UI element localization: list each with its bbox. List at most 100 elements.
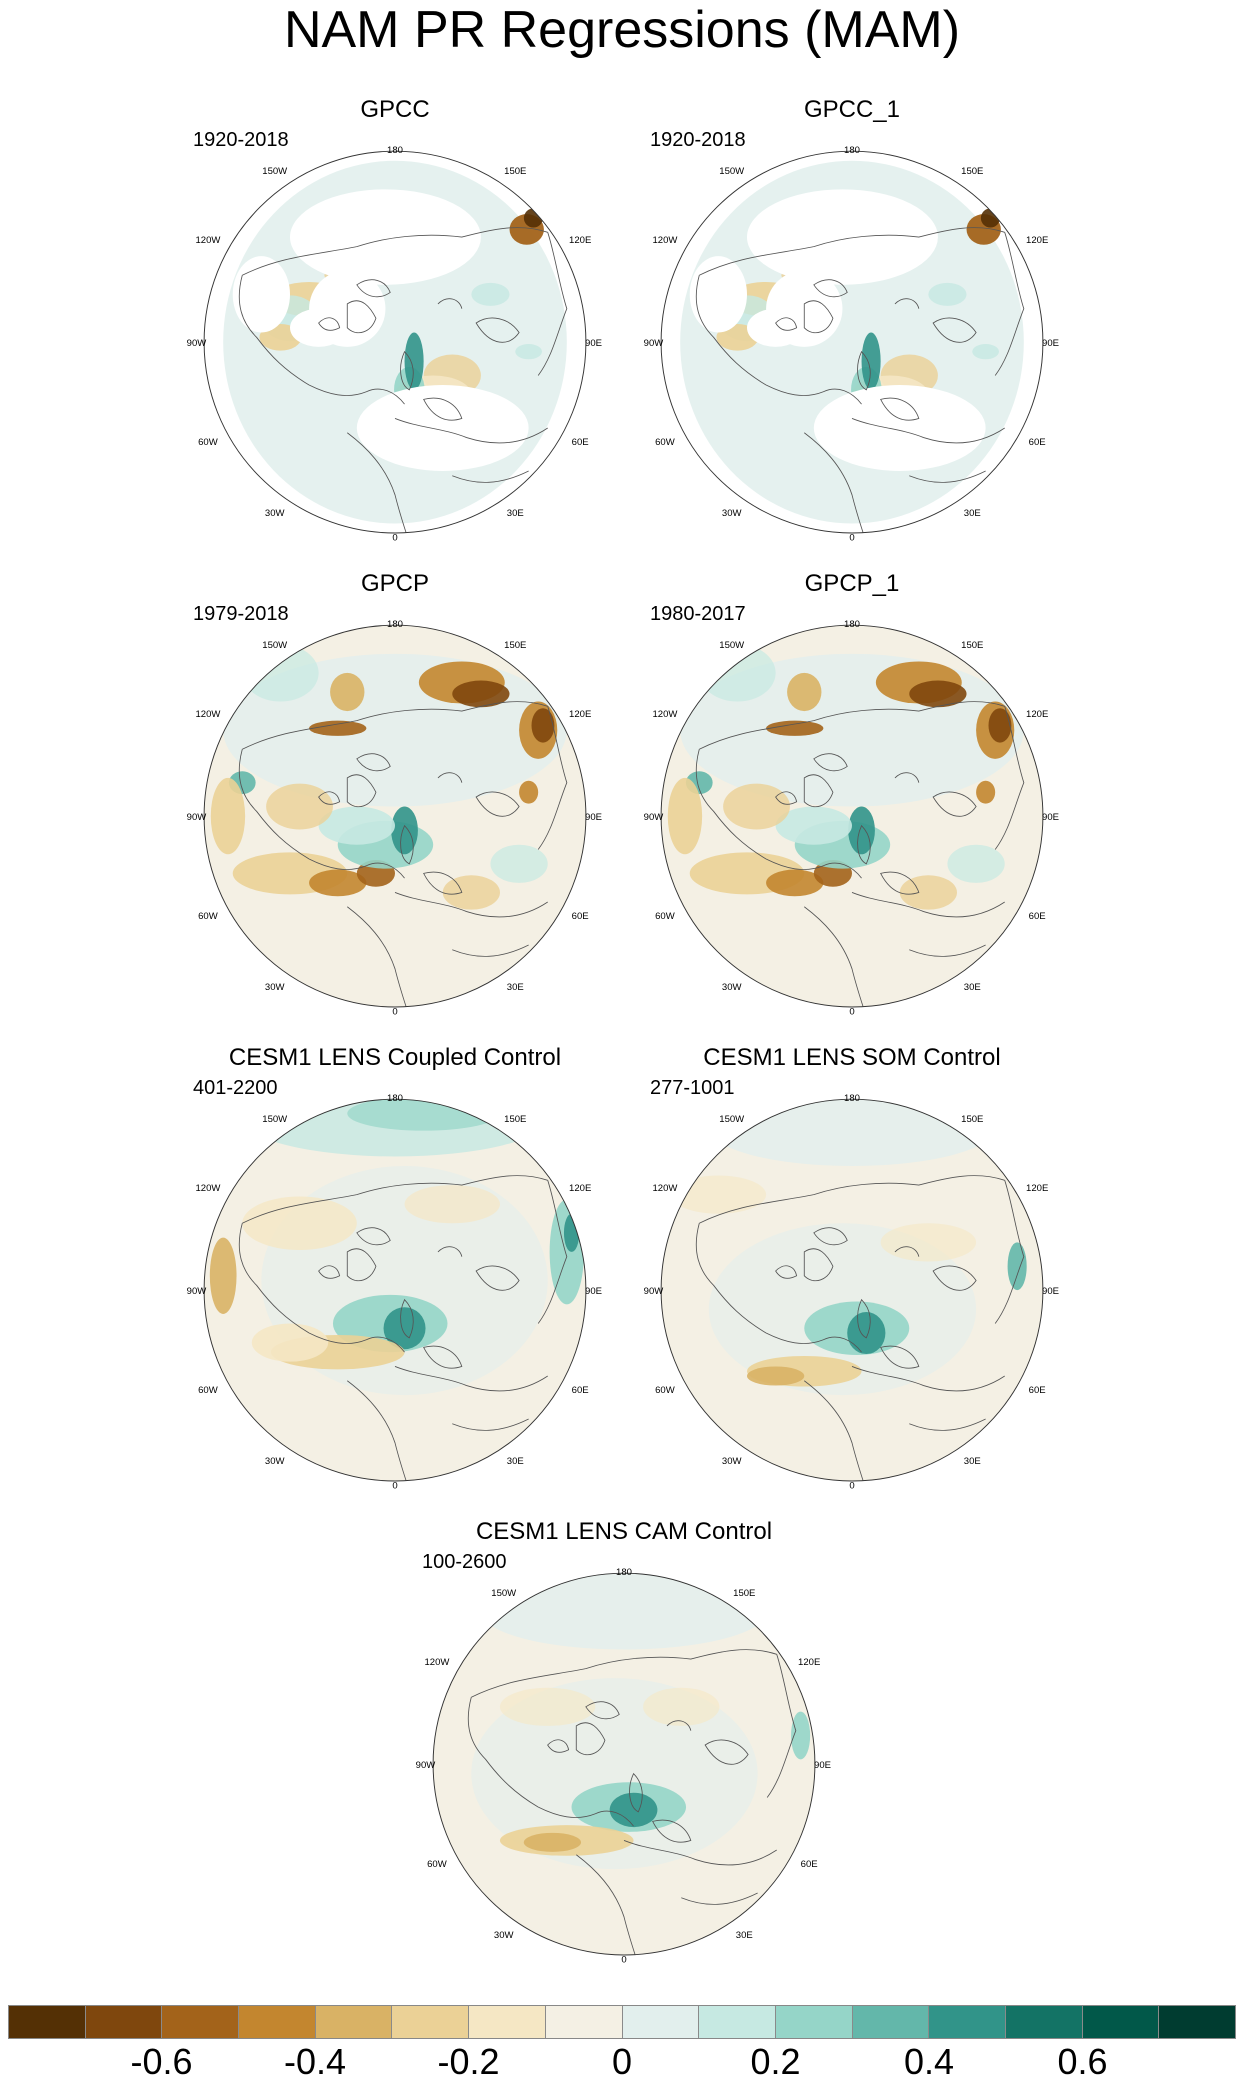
- colorbar-swatch: [852, 2006, 930, 2038]
- longitude-label: 30W: [722, 1456, 742, 1467]
- longitude-label: 150E: [504, 640, 526, 651]
- longitude-label: 60W: [198, 1385, 218, 1396]
- longitude-label: 0: [621, 1955, 626, 1966]
- longitude-label: 90W: [187, 812, 207, 823]
- panel-title: GPCC_1: [803, 96, 901, 123]
- longitude-label: 60W: [655, 911, 675, 922]
- longitude-label: 90E: [1042, 812, 1059, 823]
- colorbar-swatch: [162, 2006, 240, 2038]
- longitude-label: 30E: [964, 1456, 981, 1467]
- colorbar-swatch: [1005, 2006, 1083, 2038]
- longitude-label: 120E: [798, 1657, 820, 1668]
- colorbar-tick-label: 0.4: [903, 2041, 955, 2082]
- longitude-label: 30W: [265, 982, 285, 993]
- longitude-label: 30W: [265, 1456, 285, 1467]
- longitude-label: 60E: [1029, 1385, 1046, 1396]
- colorbar-swatch: [1082, 2006, 1160, 2038]
- colorbar-swatch: [239, 2006, 316, 2038]
- panel-title: CESM1 LENS CAM Control: [475, 1518, 773, 1545]
- colorbar-swatch: [392, 2006, 470, 2038]
- panel-years: 1980-2017: [650, 603, 746, 625]
- colorbar-tick-label: 0.2: [750, 2041, 801, 2082]
- longitude-label: 120E: [1026, 1183, 1048, 1194]
- longitude-label: 90W: [644, 338, 664, 349]
- longitude-label: 120E: [1026, 235, 1048, 246]
- longitude-label: 30W: [494, 1930, 514, 1941]
- panel-title: CESM1 LENS SOM Control: [703, 1044, 1001, 1071]
- colorbar-swatch: [929, 2006, 1006, 2038]
- longitude-label: 150E: [733, 1588, 755, 1599]
- longitude-label: 120E: [569, 709, 591, 720]
- longitude-label: 180: [844, 1093, 860, 1104]
- longitude-label: 60W: [198, 437, 218, 448]
- longitude-label: 150W: [262, 640, 287, 651]
- polar-map: 180 150W 150E 120W 120E 90W 90E 60W 60E 30W 30E 0: [187, 1093, 602, 1492]
- panel-years: 1920-2018: [650, 129, 746, 151]
- longitude-label: 0: [392, 533, 397, 544]
- polar-map: 180 150W 150E 120W 120E 90W 90E 60W 60E 30W 30E 0: [644, 145, 1059, 544]
- longitude-label: 90E: [1042, 1286, 1059, 1297]
- longitude-label: 150W: [262, 166, 287, 177]
- map-panel-som-control: CESM1 LENS SOM Control 277-1001 180 150W 150…: [642, 1044, 1062, 1514]
- longitude-label: 150E: [961, 640, 983, 651]
- longitude-label: 120E: [569, 235, 591, 246]
- longitude-label: 150W: [719, 640, 744, 651]
- longitude-label: 120W: [195, 235, 220, 246]
- longitude-label: 180: [844, 145, 860, 156]
- longitude-label: 150E: [504, 166, 526, 177]
- longitude-label: 150W: [262, 1114, 287, 1125]
- colorbar-swatch: [622, 2006, 700, 2038]
- polar-map: 180 150W 150E 120W 120E 90W 90E 60W 60E 30W 30E 0: [644, 619, 1059, 1018]
- colorbar-swatch: [1159, 2006, 1235, 2038]
- longitude-label: 150E: [961, 1114, 983, 1125]
- longitude-label: 120W: [195, 1183, 220, 1194]
- longitude-label: 150W: [491, 1588, 516, 1599]
- panel-years: 401-2200: [193, 1077, 278, 1099]
- map-panel-cam-control: CESM1 LENS CAM Control 100-2600 180 150W 150…: [414, 1518, 834, 1988]
- panel-title: CESM1 LENS Coupled Control: [228, 1044, 562, 1071]
- longitude-label: 30E: [736, 1930, 753, 1941]
- longitude-label: 30W: [722, 508, 742, 519]
- longitude-label: 120W: [424, 1657, 449, 1668]
- longitude-label: 60W: [655, 437, 675, 448]
- longitude-label: 90W: [187, 1286, 207, 1297]
- longitude-label: 90W: [416, 1760, 436, 1771]
- longitude-label: 30E: [964, 508, 981, 519]
- longitude-label: 60E: [1029, 911, 1046, 922]
- longitude-label: 60E: [801, 1859, 818, 1870]
- longitude-label: 60W: [655, 1385, 675, 1396]
- map-panel-gpcc-1: GPCC_1 1920-2018 180 150W 150E 120W 120E 90W 90E…: [642, 96, 1062, 566]
- panel-title: GPCC: [360, 96, 430, 123]
- polar-map: 180 150W 150E 120W 120E 90W 90E 60W 60E 30W 30E 0: [644, 1093, 1059, 1492]
- colorbar-tick-label: -0.6: [130, 2041, 193, 2082]
- longitude-label: 0: [849, 533, 854, 544]
- map-panel-gpcp: GPCP 1979-2018 180 150W 150E 120W 120E 90W 90E 60…: [185, 570, 605, 1040]
- colorbar-tick-label: 0: [611, 2041, 633, 2082]
- longitude-label: 30E: [507, 1456, 524, 1467]
- longitude-label: 30W: [265, 508, 285, 519]
- panel-title: GPCP: [360, 570, 429, 597]
- longitude-label: 60W: [427, 1859, 447, 1870]
- polar-map: 180 150W 150E 120W 120E 90W 90E 60W 60E 30W 30E 0: [187, 145, 602, 544]
- longitude-label: 120E: [569, 1183, 591, 1194]
- polar-map: 180 150W 150E 120W 120E 90W 90E 60W 60E 30W 30E 0: [187, 619, 602, 1018]
- longitude-label: 90E: [585, 338, 602, 349]
- longitude-label: 90W: [644, 1286, 664, 1297]
- colorbar-swatch: [775, 2006, 853, 2038]
- colorbar-swatch: [85, 2006, 163, 2038]
- map-panel-coupled-control: CESM1 LENS Coupled Control 401-2200 180 150…: [185, 1044, 605, 1514]
- map-panel-gpcc: GPCC 1920-2018 180 150W 150E 120W 120E 90W 90E 60…: [185, 96, 605, 566]
- longitude-label: 90E: [814, 1760, 831, 1771]
- longitude-label: 150W: [719, 166, 744, 177]
- colorbar-tick-label: -0.2: [437, 2041, 500, 2082]
- longitude-label: 60E: [572, 911, 589, 922]
- longitude-label: 60W: [198, 911, 218, 922]
- longitude-label: 120W: [652, 709, 677, 720]
- colorbar: [8, 2005, 1236, 2039]
- longitude-label: 90E: [585, 1286, 602, 1297]
- panel-years: 100-2600: [422, 1551, 507, 1573]
- longitude-label: 120E: [1026, 709, 1048, 720]
- longitude-label: 60E: [572, 1385, 589, 1396]
- longitude-label: 180: [387, 619, 403, 630]
- longitude-label: 150E: [504, 1114, 526, 1125]
